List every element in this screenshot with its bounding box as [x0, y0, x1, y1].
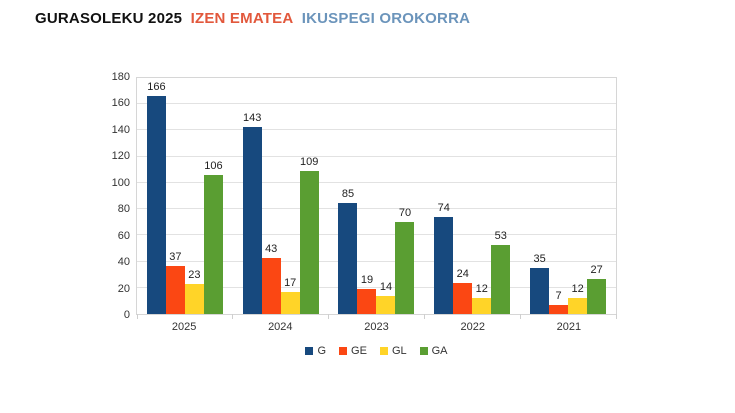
x-axis-tick-mark — [136, 314, 138, 319]
bar-G-2025: 166 — [146, 81, 166, 314]
bar-G-2021: 35 — [530, 253, 550, 314]
bar-GL-2025: 23 — [184, 269, 204, 314]
bar-value-label: 109 — [300, 156, 319, 169]
legend-swatch-GE — [339, 347, 348, 355]
legend-swatch-GL — [379, 347, 388, 355]
bar-GL-2021: 12 — [568, 283, 588, 314]
y-axis-tick-label: 100 — [111, 176, 130, 189]
bar-value-label: 85 — [341, 187, 355, 200]
bar-GL-2024: 17 — [280, 277, 300, 314]
y-axis-tick-label: 160 — [111, 97, 130, 110]
bar-G-2022: 74 — [434, 202, 454, 314]
bar-GL-2023: 14 — [376, 281, 396, 314]
legend-swatch-GA — [419, 347, 428, 355]
bar-value-label: 143 — [243, 111, 262, 124]
x-axis-tick-mark — [615, 314, 617, 319]
gridline — [137, 208, 616, 210]
x-axis-tick-mark — [232, 314, 234, 319]
y-axis-tick-label: 60 — [117, 229, 130, 242]
legend-item-GL: GL — [379, 345, 407, 357]
bar-group-2022: 74 24 12 53 — [424, 78, 520, 314]
bar-value-label: 166 — [147, 81, 166, 94]
bar-value-label: 17 — [284, 276, 297, 289]
y-axis-tick-label: 0 — [123, 309, 130, 321]
bar-value-label: 14 — [379, 280, 393, 293]
bar-GA-2022: 53 — [491, 230, 511, 314]
gridline — [137, 103, 616, 105]
bar-group-2024: 143 43 17 109 — [233, 78, 329, 314]
title-part-blue: IKUSPEGI OROKORRA — [301, 10, 471, 27]
bar-value-label: 70 — [398, 207, 412, 220]
bar-value-label: 53 — [494, 229, 507, 242]
gridline — [137, 181, 616, 183]
x-axis-tick-mark — [519, 314, 521, 319]
bar-GE-2024: 43 — [261, 243, 281, 314]
bar-chart: 0 20 40 60 80 100 120 140 160 180 166 37 23 106 143 43… — [112, 71, 617, 357]
bar-value-label: 12 — [475, 283, 488, 296]
bar-GE-2025: 37 — [165, 251, 185, 314]
legend-item-GA: GA — [419, 345, 448, 357]
bar-value-label: 7 — [555, 289, 562, 302]
bar-value-label: 35 — [533, 253, 546, 266]
bar-GA-2024: 109 — [299, 156, 319, 314]
legend-item-G: G — [305, 345, 326, 357]
bar-value-label: 23 — [188, 268, 201, 281]
bar-group-2023: 85 19 14 70 — [329, 78, 425, 314]
title-part-orange: IZEN EMATEA — [190, 10, 294, 27]
y-axis-tick-label: 120 — [111, 150, 130, 163]
gridline — [137, 286, 616, 288]
bar-groups: 166 37 23 106 143 43 17 109 85 19 14 70 74 24 12 53 35 7 1… — [137, 78, 616, 314]
x-axis-tick-label: 2021 — [556, 321, 582, 333]
x-axis-tick-mark — [423, 314, 425, 319]
legend-label: GE — [351, 345, 367, 357]
bar-value-label: 43 — [265, 242, 278, 255]
title-part-black: GURASOLEKU 2025 — [35, 10, 183, 27]
y-axis-tick-label: 140 — [111, 123, 130, 136]
gridline — [137, 155, 616, 157]
y-axis-tick-label: 40 — [117, 256, 130, 269]
bar-value-label: 24 — [456, 267, 469, 280]
x-axis-tick-label: 2022 — [460, 321, 485, 333]
bar-value-label: 74 — [437, 201, 450, 214]
gridline — [137, 260, 616, 262]
legend-label: GA — [431, 345, 448, 357]
bar-GE-2021: 7 — [549, 290, 569, 314]
y-axis-tick-label: 180 — [111, 71, 130, 83]
legend-swatch-G — [305, 347, 314, 355]
bar-GE-2022: 24 — [453, 268, 473, 314]
bar-GA-2021: 27 — [587, 264, 607, 314]
bar-value-label: 27 — [590, 263, 603, 276]
bar-value-label: 12 — [571, 283, 584, 296]
chart-legend: G GE GL GA — [136, 345, 617, 357]
y-axis-tick-label: 20 — [117, 282, 130, 295]
bar-GL-2022: 12 — [472, 283, 492, 314]
page-title: GURASOLEKU 2025 IZEN EMATEA IKUSPEGI ORO… — [35, 10, 474, 27]
bar-GE-2023: 19 — [357, 274, 377, 314]
bar-value-label: 37 — [169, 250, 182, 263]
gridline — [137, 129, 616, 131]
bar-GA-2025: 106 — [203, 160, 223, 314]
plot-area: 166 37 23 106 143 43 17 109 85 19 14 70 74 24 12 53 35 7 1… — [136, 77, 617, 319]
bar-group-2021: 35 7 12 27 — [520, 78, 616, 314]
bar-value-label: 106 — [204, 160, 223, 173]
bar-value-label: 19 — [360, 274, 374, 287]
x-axis-tick-mark — [328, 314, 330, 319]
x-axis-tick-label: 2024 — [268, 321, 293, 333]
legend-label: G — [317, 345, 327, 357]
bar-GA-2023: 70 — [395, 207, 415, 314]
x-axis-tick-label: 2023 — [364, 321, 389, 333]
y-axis-tick-label: 80 — [117, 203, 130, 216]
bar-G-2024: 143 — [242, 112, 262, 314]
legend-label: GL — [391, 345, 407, 357]
bar-G-2023: 85 — [338, 188, 358, 314]
x-axis-tick-label: 2025 — [171, 321, 197, 333]
bar-group-2025: 166 37 23 106 — [137, 78, 233, 314]
legend-item-GE: GE — [339, 345, 367, 357]
y-axis-labels: 0 20 40 60 80 100 120 140 160 180 — [96, 71, 130, 321]
gridline — [137, 234, 616, 236]
x-axis-labels: 2025 2024 2023 2022 2021 — [136, 321, 617, 333]
